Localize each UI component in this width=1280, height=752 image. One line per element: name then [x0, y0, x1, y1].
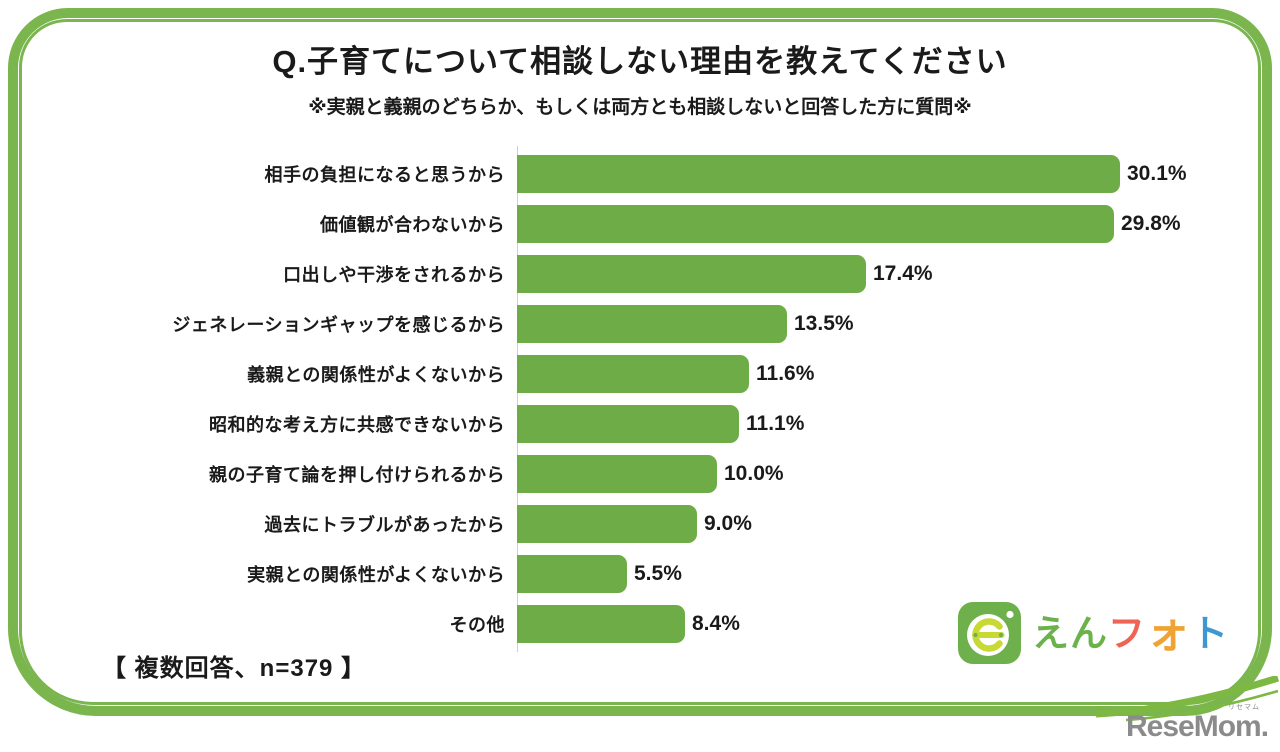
bar — [517, 505, 697, 543]
chart-row: 相手の負担になると思うから 30.1% — [100, 149, 1210, 199]
bar — [517, 455, 717, 493]
bar-track: 13.5% — [517, 299, 1210, 349]
decorative-frame-inner-line — [19, 19, 1261, 705]
category-axis-line — [517, 146, 518, 652]
resemom-wordmark: ReseMom. — [1126, 710, 1269, 743]
bar — [517, 155, 1120, 193]
bar — [517, 305, 787, 343]
bar-category-label: 相手の負担になると思うから — [264, 165, 505, 185]
bar-value-label: 17.4% — [873, 262, 933, 285]
bar — [517, 605, 685, 643]
bar-category-label: 昭和的な考え方に共感できないから — [209, 415, 505, 435]
chart-row: 価値観が合わないから 29.8% — [100, 199, 1210, 249]
chart-row: 昭和的な考え方に共感できないから 11.1% — [100, 399, 1210, 449]
bar — [517, 405, 739, 443]
bar-value-label: 11.6% — [756, 362, 815, 385]
bar — [517, 355, 749, 393]
bar-category-label: 口出しや干渉をされるから — [283, 265, 505, 285]
resemom-ruby-label: リセマム — [1228, 704, 1260, 711]
resemom-swoosh-icon — [1096, 676, 1280, 722]
sample-size-note: 【 複数回答、n=379 】 — [102, 655, 367, 682]
bar-category-label: 実親との関係性がよくないから — [247, 565, 505, 585]
bar-category-label: 義親との関係性がよくないから — [247, 365, 505, 385]
bar-track: 11.6% — [517, 349, 1210, 399]
enphoto-wordmark-segment: ト — [1191, 612, 1229, 654]
bar-track: 29.8% — [517, 199, 1210, 249]
bar-value-label: 9.0% — [704, 512, 752, 535]
chart-row: 親の子育て論を押し付けられるから 10.0% — [100, 449, 1210, 499]
bar — [517, 255, 866, 293]
chart-row: 口出しや干渉をされるから 17.4% — [100, 249, 1210, 299]
chart-subtitle: ※実親と義親のどちらか、もしくは両方とも相談しないと回答した方に質問※ — [308, 97, 972, 118]
chart-row: ジェネレーションギャップを感じるから 13.5% — [100, 299, 1210, 349]
bar — [517, 555, 627, 593]
bar — [517, 205, 1114, 243]
bar-track: 30.1% — [517, 149, 1210, 199]
enphoto-logo: えんフォト — [958, 601, 1229, 665]
enphoto-wordmark-segment: フ — [1108, 612, 1146, 654]
bar-track: 17.4% — [517, 249, 1210, 299]
bar-value-label: 13.5% — [794, 312, 854, 335]
bar-value-label: 11.1% — [746, 412, 805, 435]
resemom-logo: リセマム ReseMom. — [1096, 676, 1280, 752]
chart-row: その他 8.4% — [100, 599, 1210, 649]
bar-category-label: 過去にトラブルがあったから — [264, 515, 505, 535]
chart-title: Q.子育てについて相談しない理由を教えてください — [272, 44, 1008, 79]
bar-category-label: その他 — [449, 615, 505, 635]
bar-track: 8.4% — [517, 599, 1210, 649]
bar-track: 9.0% — [517, 499, 1210, 549]
chart-row: 義親との関係性がよくないから 11.6% — [100, 349, 1210, 399]
bar-value-label: 10.0% — [724, 462, 784, 485]
decorative-frame — [8, 8, 1272, 716]
enphoto-wordmark-segment: えん — [1032, 612, 1108, 654]
enphoto-wordmark: えんフォト — [1032, 611, 1229, 655]
bar-track: 11.1% — [517, 399, 1210, 449]
bar-track: 10.0% — [517, 449, 1210, 499]
bar-value-label: 29.8% — [1121, 212, 1181, 235]
enphoto-wordmark-segment: ォ — [1146, 608, 1191, 657]
chart-row: 過去にトラブルがあったから 9.0% — [100, 499, 1210, 549]
bar-value-label: 30.1% — [1127, 162, 1187, 185]
chart-rows: 相手の負担になると思うから 30.1% 価値観が合わないから 29.8% 口出しや干渉を… — [100, 149, 1210, 649]
bar-category-label: ジェネレーションギャップを感じるから — [172, 315, 505, 335]
bar-track: 5.5% — [517, 549, 1210, 599]
bar-chart: 相手の負担になると思うから 30.1% 価値観が合わないから 29.8% 口出しや干渉を… — [100, 146, 1210, 652]
bar-category-label: 親の子育て論を押し付けられるから — [209, 465, 505, 485]
enphoto-camera-e-icon — [958, 602, 1021, 664]
bar-value-label: 5.5% — [634, 562, 682, 585]
chart-row: 実親との関係性がよくないから 5.5% — [100, 549, 1210, 599]
bar-category-label: 価値観が合わないから — [320, 215, 505, 235]
bar-value-label: 8.4% — [692, 612, 740, 635]
